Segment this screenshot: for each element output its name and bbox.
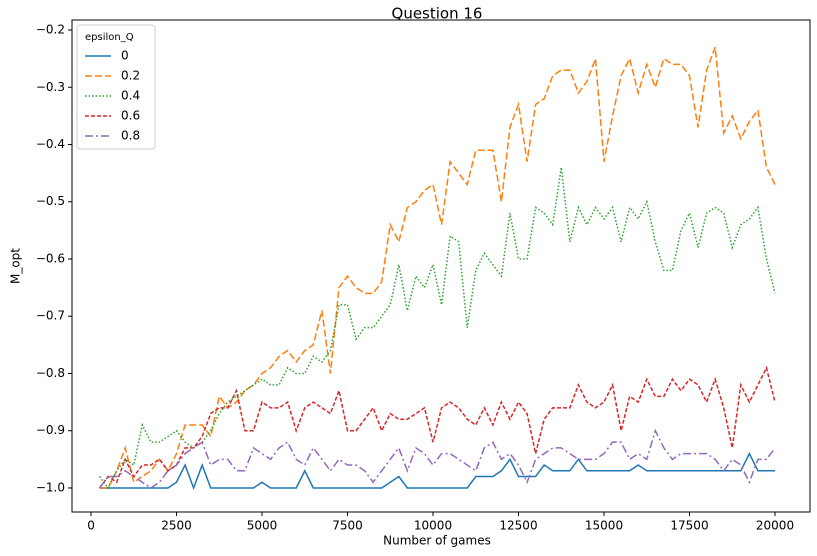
line-series xyxy=(98,167,776,490)
x-tick-label: 20000 xyxy=(756,519,794,533)
x-tick-label: 12500 xyxy=(499,519,537,533)
y-tick-label: −0.3 xyxy=(36,80,65,94)
y-tick-label: −0.9 xyxy=(36,423,65,437)
x-tick-label: 15000 xyxy=(585,519,623,533)
line-series xyxy=(98,365,776,489)
chart-title: Question 16 xyxy=(392,5,483,23)
legend-title: epsilon_Q xyxy=(85,32,134,43)
x-axis-label: Number of games xyxy=(383,534,491,548)
legend-label: 0 xyxy=(121,49,129,63)
x-tick-label: 7500 xyxy=(332,519,363,533)
y-tick-label: −0.4 xyxy=(36,137,65,151)
y-tick-label: −0.6 xyxy=(36,251,65,265)
y-tick-label: −1.0 xyxy=(36,480,65,494)
line-series xyxy=(99,46,776,489)
legend-label: 0.4 xyxy=(121,89,140,103)
y-tick-label: −0.8 xyxy=(36,366,65,380)
y-tick-label: −0.5 xyxy=(36,194,65,208)
line-series xyxy=(98,428,776,489)
x-tick-label: 10000 xyxy=(414,519,452,533)
y-tick-label: −0.7 xyxy=(36,309,65,323)
legend-label: 0.2 xyxy=(121,69,140,83)
plot-area xyxy=(71,19,811,513)
legend-label: 0.8 xyxy=(121,129,140,143)
legend-label: 0.6 xyxy=(121,109,140,123)
x-tick-label: 17500 xyxy=(670,519,708,533)
y-tick-label: −0.2 xyxy=(36,23,65,37)
legend-box xyxy=(76,24,156,150)
line-series xyxy=(99,451,776,491)
y-axis-label: M_opt xyxy=(9,248,23,284)
x-tick-label: 5000 xyxy=(247,519,278,533)
x-tick-label: 2500 xyxy=(161,519,192,533)
x-tick-label: 0 xyxy=(87,519,95,533)
